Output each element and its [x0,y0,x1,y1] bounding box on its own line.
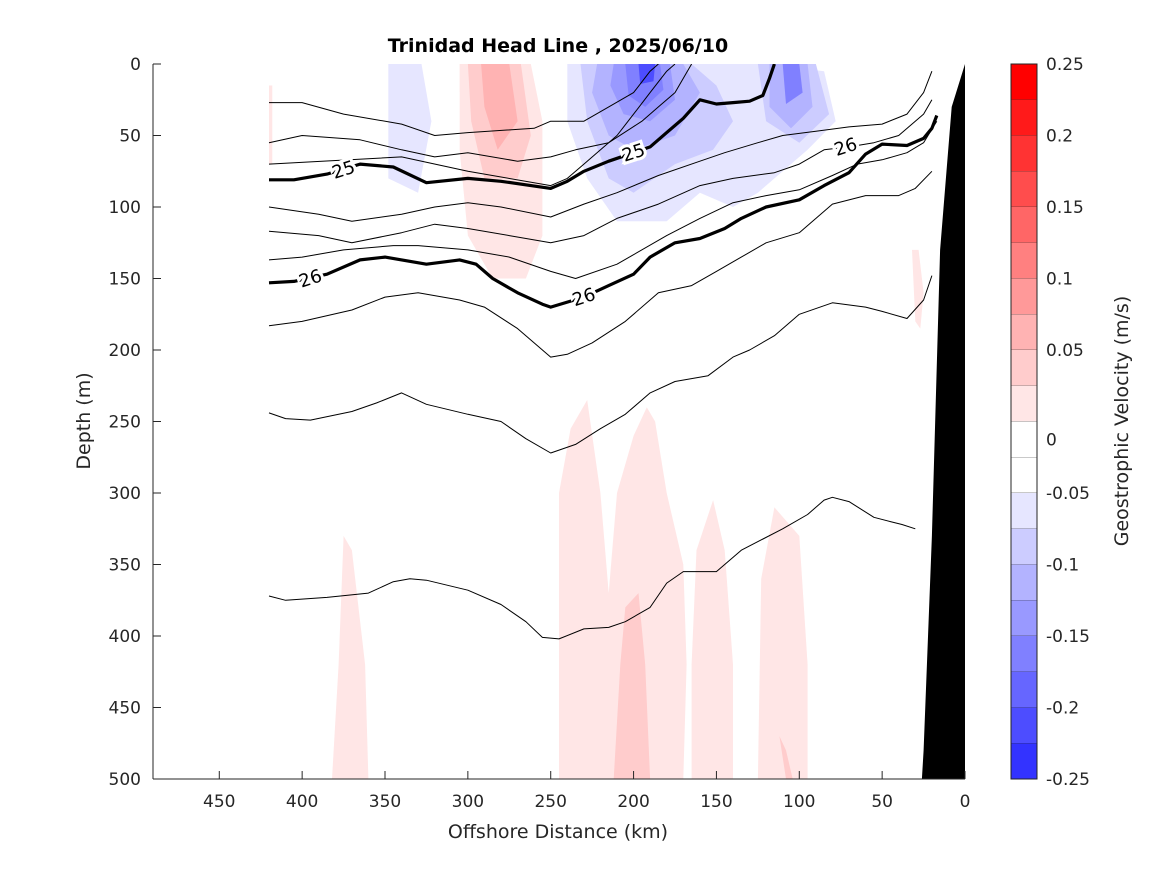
x-tick-label: 50 [871,792,893,812]
x-tick-label: 250 [534,792,566,812]
velocity-patch-16 [638,64,656,84]
y-tick-label: 300 [109,484,141,504]
y-tick-label: 0 [130,55,141,75]
velocity-patch-26 [265,736,273,779]
y-tick-label: 200 [109,341,141,361]
isopycnal-line-3 [269,64,776,190]
colorbar-band [1011,671,1037,708]
x-tick-label: 350 [369,792,401,812]
y-tick-label: 250 [109,413,141,433]
velocity-patch-21 [613,593,651,779]
x-tick-label: 200 [617,792,649,812]
isopycnal-line-10 [268,496,916,640]
isopycnal-line-1 [269,64,659,136]
x-axis-label: Offshore Distance (km) [448,821,668,843]
colorbar-tick-label: 0 [1046,430,1057,450]
colorbar-tick-label: -0.05 [1046,484,1090,504]
velocity-patch-17 [912,249,924,329]
colorbar-band [1011,564,1037,601]
y-tick-label: 350 [109,556,141,576]
y-tick-label: 500 [109,770,141,790]
velocity-patch-22 [691,500,733,779]
isopycnal-line-4 [268,71,933,222]
isopycnal-line-8 [268,170,933,358]
isopycnal-line-5 [268,99,933,244]
colorbar-band [1011,278,1037,315]
colorbar-band [1011,528,1037,565]
y-tick-label: 450 [109,699,141,719]
velocity-patch-24 [779,736,793,779]
colorbar-band [1011,743,1037,780]
x-tick-label: 300 [452,792,484,812]
velocity-patch-15 [782,64,803,104]
x-tick-label: 400 [286,792,318,812]
y-tick-label: 150 [109,270,141,290]
x-tick-label: 450 [203,792,235,812]
colorbar-tick-label: -0.15 [1046,627,1090,647]
x-tick-label: 150 [700,792,732,812]
colorbar-tick-label: 0.2 [1046,127,1073,147]
colorbar-tick-label: -0.25 [1046,770,1090,790]
colorbar-band [1011,64,1037,101]
colorbar-band [1011,385,1037,422]
y-tick-label: 400 [109,627,141,647]
colorbar-band [1011,707,1037,744]
isopycnal-line-0 [268,64,676,187]
velocity-patch-25 [839,743,869,779]
colorbar-tick-label: 0.05 [1046,341,1084,361]
colorbar-band [1011,493,1037,530]
isopycnal-line-9 [268,275,933,454]
chart-title: Trinidad Head Line , 2025/06/10 [388,35,728,57]
plot-axes: 450 400 350 300 250 200 150 100 50 00501001502002… [109,55,971,812]
velocity-patch-23 [757,507,808,779]
velocity-patch-4 [481,64,518,150]
colorbar-band [1011,242,1037,279]
colorbar-tick-label: 0.15 [1046,198,1084,218]
colorbar-band [1011,135,1037,172]
colorbar: 0.25 0.2 0.15 0.1 0.05 0 -0.05 -0.1 -0.15 -0.2 -0.… [1010,55,1090,790]
isopycnal-line-7 [268,114,939,309]
x-tick-label: 0 [960,792,971,812]
colorbar-band [1011,207,1037,244]
isopycnal-line-2 [268,64,693,162]
colorbar-label: Geostrophic Velocity (m/s) [1111,296,1133,546]
velocity-patch-18 [332,535,369,779]
x-tick-label: 100 [783,792,815,812]
velocity-patch-19 [459,468,543,779]
colorbar-band [1011,600,1037,637]
colorbar-band [1011,171,1037,208]
colorbar-band [1011,421,1037,458]
colorbar-band [1011,457,1037,494]
velocity-patch-20 [559,400,687,779]
y-tick-label: 50 [119,127,141,147]
isopycnal-line-6 [268,120,938,279]
colorbar-tick-label: 0.1 [1046,270,1073,290]
colorbar-tick-label: 0.25 [1046,55,1084,75]
colorbar-band [1011,99,1037,136]
colorbar-band [1011,636,1037,673]
bathymetry [921,64,965,779]
velocity-patch-0 [269,85,273,165]
y-tick-label: 100 [109,198,141,218]
colorbar-band [1011,350,1037,387]
colorbar-band [1011,314,1037,351]
colorbar-tick-label: -0.1 [1046,556,1079,576]
y-axis-label: Depth (m) [73,372,95,469]
colorbar-frame [1010,63,1038,780]
colorbar-tick-label: -0.2 [1046,699,1079,719]
